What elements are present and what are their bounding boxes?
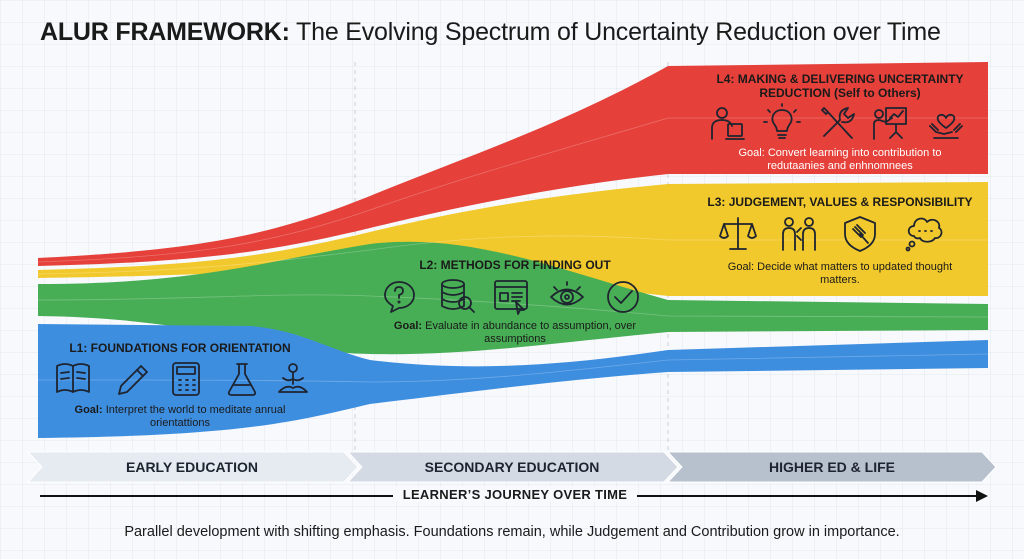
- stage-higher-ed-life: HIGHER ED & LIFE: [768, 459, 895, 475]
- l2-goal-text: Evaluate in abundance to assumption, ove…: [422, 320, 637, 345]
- band-l2: [38, 241, 988, 355]
- learners-journey: LEARNER’S JOURNEY OVER TIME: [40, 486, 990, 506]
- question-bubble-icon: [384, 281, 415, 313]
- l3-goal: Goal: Decide what matters to updated tho…: [727, 261, 953, 286]
- l4-title: L4: MAKING & DELIVERING UNCERTAINTY REDU…: [716, 72, 964, 100]
- people-discussion-icon: [782, 217, 816, 251]
- band-l4: [38, 62, 988, 266]
- l1-goal-label: Goal:: [74, 404, 103, 416]
- shield-gavel-icon: [844, 216, 876, 252]
- presenter-icon: [873, 107, 907, 140]
- stage-chevron-2: [346, 451, 679, 483]
- l4-goal: Goal: Convert learning into contribution…: [738, 147, 942, 172]
- journey-label: LEARNER’S JOURNEY OVER TIME: [392, 487, 638, 502]
- stage-chevron-3: [666, 451, 997, 483]
- band-highlights: [37, 117, 989, 383]
- person-device-icon: [711, 107, 745, 140]
- pen-icon: [118, 365, 148, 395]
- title-subtitle: The Evolving Spectrum of Uncertainty Red…: [289, 18, 941, 46]
- l2-title: L2: METHODS FOR FINDING OUT: [419, 258, 611, 272]
- database-search-icon: [441, 279, 475, 313]
- tools-icon: [821, 107, 855, 139]
- flask-icon: [227, 363, 257, 396]
- stage-early-education: EARLY EDUCATION: [126, 459, 258, 475]
- title-framework: ALUR FRAMEWORK:: [40, 18, 290, 46]
- band-l1: [38, 324, 988, 438]
- l3-title: L3: JUDGEMENT, VALUES & RESPONSIBILITY: [707, 195, 973, 209]
- data-screen-icon: [494, 280, 528, 315]
- page-title: ALUR FRAMEWORK: The Evolving Spectrum of…: [40, 18, 1000, 47]
- checkmark-icon: [607, 281, 639, 313]
- journey-arrow-head: [976, 490, 988, 502]
- stage-chevron-1: [26, 451, 359, 483]
- l2-goal-label: Goal:: [393, 320, 423, 332]
- scales-icon: [719, 217, 757, 250]
- thought-bubble-icon: [905, 217, 943, 252]
- l1-goal: Goal: Interpret the world to meditate an…: [55, 404, 305, 430]
- book-icon: [56, 363, 90, 393]
- heart-hands-icon: [929, 113, 963, 139]
- footer-caption: Parallel development with shifting empha…: [124, 524, 900, 540]
- eye-icon: [550, 281, 584, 306]
- l1-title: L1: FOUNDATIONS FOR ORIENTATION: [69, 341, 291, 355]
- meditation-icon: [278, 363, 308, 393]
- calculator-icon: [172, 362, 200, 396]
- l2-goal: Goal: Evaluate in abundance to assumptio…: [385, 320, 645, 346]
- stage-secondary-education: SECONDARY EDUCATION: [424, 459, 600, 475]
- l1-goal-text: Interpret the world to meditate anrual o…: [102, 404, 286, 429]
- lightbulb-icon: [763, 103, 801, 139]
